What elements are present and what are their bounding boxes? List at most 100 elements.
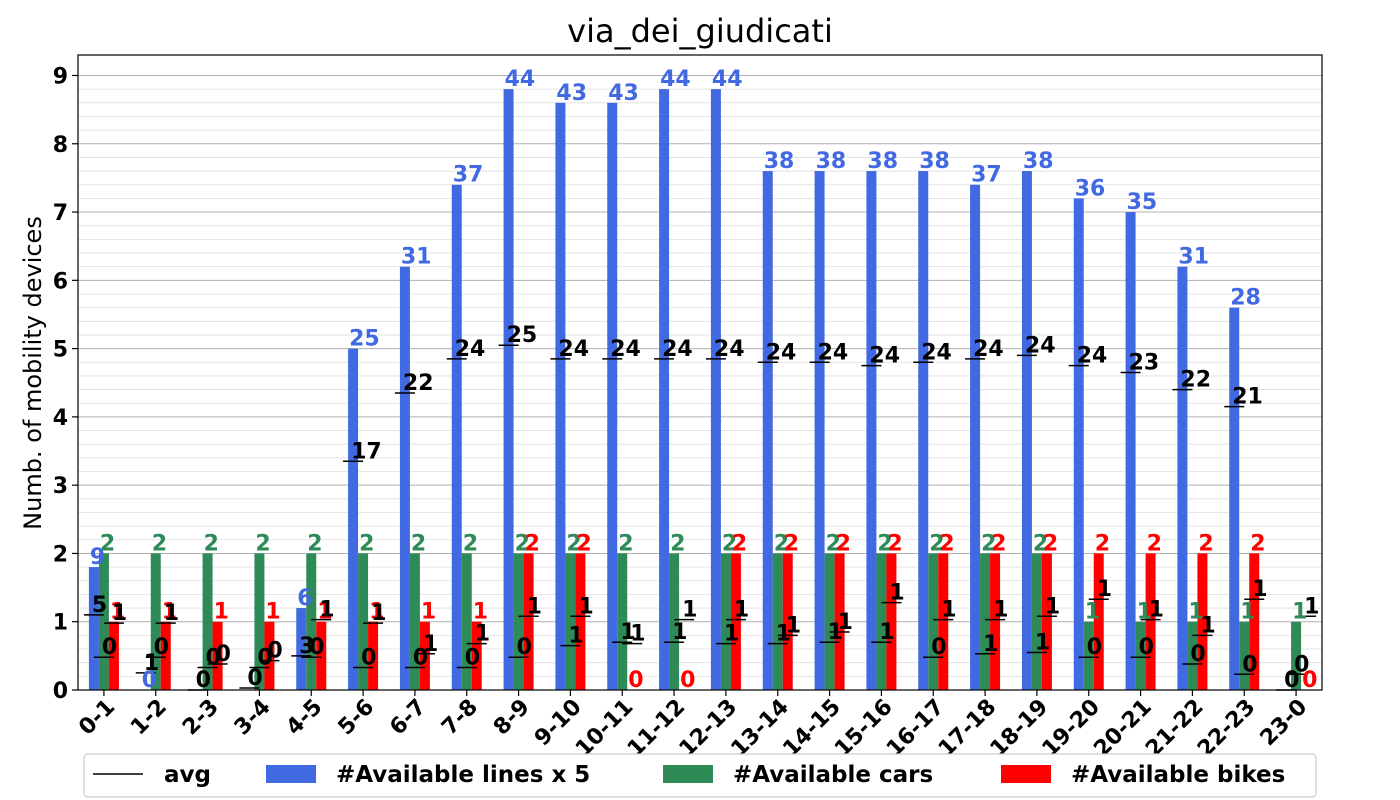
bar-value-label: 2 xyxy=(515,531,530,556)
bar-value-label: 2 xyxy=(826,531,841,556)
avg-value-label: 0 xyxy=(1190,642,1205,667)
x-tick-label: 12-13 xyxy=(675,695,742,762)
bar-value-label: 37 xyxy=(971,163,1002,188)
x-tick-label: 8-9 xyxy=(489,695,535,741)
bar-value-label: 1 xyxy=(421,600,436,625)
bar xyxy=(1239,621,1250,690)
bar xyxy=(617,553,628,690)
bar-value-label: 25 xyxy=(349,327,380,352)
avg-value-label: 24 xyxy=(558,337,589,362)
bar xyxy=(316,621,327,690)
bar-value-label: 35 xyxy=(1127,190,1158,215)
bar-value-label: 2 xyxy=(1033,531,1048,556)
avg-value-label: 1 xyxy=(112,601,127,626)
y-tick-label: 4 xyxy=(53,406,68,431)
bar-value-label: 2 xyxy=(836,531,851,556)
bar-value-label: 1 xyxy=(110,600,125,625)
legend-cars-swatch xyxy=(663,765,713,783)
bar-value-label: 31 xyxy=(401,245,432,270)
y-tick-label: 5 xyxy=(53,338,68,363)
x-tick-label: 11-12 xyxy=(623,695,690,762)
avg-value-label: 0 xyxy=(1242,652,1257,677)
avg-value-label: 1 xyxy=(1097,577,1112,602)
avg-value-label: 24 xyxy=(869,344,900,369)
avg-value-label: 22 xyxy=(403,371,434,396)
bar-value-label: 1 xyxy=(1240,600,1255,625)
x-tick-label: 7-8 xyxy=(437,695,483,741)
bar xyxy=(1177,266,1188,690)
bar xyxy=(555,102,566,690)
x-tick-label: 0-1 xyxy=(74,695,120,741)
y-axis-ticks: 0 1 2 3 4 5 6 7 8 9 xyxy=(53,64,78,704)
bar-value-label: 2 xyxy=(670,531,685,556)
avg-value-label: 1 xyxy=(672,620,687,645)
avg-value-label: 0 xyxy=(931,635,946,660)
avg-value-label: 21 xyxy=(1232,385,1263,410)
bar-value-label: 1 xyxy=(369,600,384,625)
bar-value-label: 6 xyxy=(297,586,312,611)
bar-value-label: 37 xyxy=(453,163,484,188)
bar xyxy=(938,553,949,690)
bar-value-label: 9 xyxy=(90,545,105,570)
avg-value-label: 1 xyxy=(371,601,386,626)
bar xyxy=(348,348,359,690)
avg-value-label: 23 xyxy=(1129,351,1160,376)
avg-value-label: 22 xyxy=(1180,368,1211,393)
avg-value-label: 1 xyxy=(786,613,801,638)
bar xyxy=(264,621,275,690)
bar xyxy=(1021,171,1032,691)
x-tick-label: 5-6 xyxy=(334,695,380,741)
avg-value-label: 24 xyxy=(1025,333,1056,358)
bar-value-label: 2 xyxy=(204,531,219,556)
avg-value-label: 0 xyxy=(196,668,211,693)
avg-value-label: 1 xyxy=(1045,594,1060,619)
legend-label-avg: avg xyxy=(164,762,211,788)
bar xyxy=(669,553,680,690)
y-tick-label: 8 xyxy=(53,133,68,158)
x-tick-label: 10-11 xyxy=(571,695,638,762)
bar xyxy=(886,553,897,690)
avg-value-label: 1 xyxy=(941,598,956,623)
bar xyxy=(876,553,887,690)
y-tick-label: 2 xyxy=(53,542,68,567)
legend-bikes-swatch xyxy=(1001,765,1051,783)
bar xyxy=(471,621,482,690)
avg-value-label: 1 xyxy=(838,610,853,635)
avg-value-label: 1 xyxy=(319,598,334,623)
avg-value-label: 1 xyxy=(983,632,998,657)
bar-value-label: 2 xyxy=(618,531,633,556)
avg-value-label: 0 xyxy=(361,645,376,670)
legend-lines-swatch xyxy=(266,765,316,783)
bar xyxy=(730,553,741,690)
bar-value-label: 1 xyxy=(1292,600,1307,625)
avg-value-label: 1 xyxy=(682,598,697,623)
bar xyxy=(1031,553,1042,690)
avg-value-label: 0 xyxy=(413,645,428,670)
bar xyxy=(202,553,213,690)
bar-value-label: 1 xyxy=(214,600,229,625)
avg-value-label: 1 xyxy=(568,624,583,649)
legend-label-lines: #Available lines x 5 xyxy=(336,762,590,788)
bar-value-label: 2 xyxy=(152,531,167,556)
avg-value-label: 0 xyxy=(1294,652,1309,677)
avg-value-label: 1 xyxy=(527,594,542,619)
bar xyxy=(296,608,307,690)
bar-value-label: 2 xyxy=(1043,531,1058,556)
x-tick-label: 17-18 xyxy=(934,695,1001,762)
bar xyxy=(523,553,534,690)
bar xyxy=(824,553,835,690)
bar-value-label: 2 xyxy=(1250,531,1265,556)
bar xyxy=(419,621,430,690)
bar xyxy=(108,621,119,690)
bar xyxy=(1229,307,1240,690)
avg-value-label: 0 xyxy=(517,635,532,660)
avg-value-label: 24 xyxy=(818,340,849,365)
bar xyxy=(928,553,939,690)
bar xyxy=(461,553,472,690)
x-tick-label: 4-5 xyxy=(282,695,328,741)
avg-value-label: 24 xyxy=(973,337,1004,362)
bar xyxy=(98,553,109,690)
bar-value-label: 38 xyxy=(1023,149,1054,174)
